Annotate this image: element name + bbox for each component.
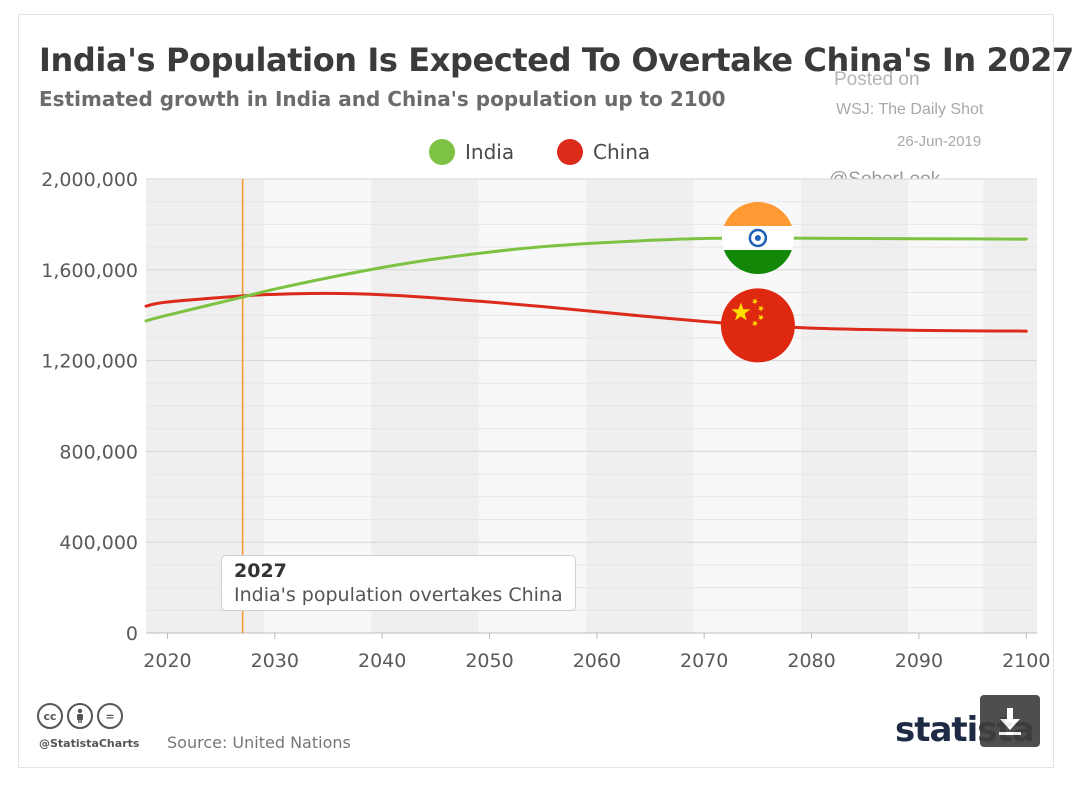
x-tick-label: 2050 <box>465 650 513 672</box>
by-icon[interactable] <box>67 703 93 729</box>
x-axis: 2020 2030 2040 2050 2060 2070 2080 2090 2100 <box>143 632 1050 672</box>
china-star-small <box>751 298 759 305</box>
y-tick-label: 400,000 <box>59 532 138 554</box>
china-star-large <box>731 302 751 321</box>
y-tick-label: 1,600,000 <box>41 260 138 282</box>
annotation-text: India's population overtakes China <box>234 584 563 606</box>
chart-card: India's Population Is Expected To Overta… <box>18 14 1074 768</box>
watermark-posted: Posted on <box>834 69 920 90</box>
y-axis-labels: 0 400,000 800,000 1,200,000 1,600,000 2,000,0… <box>41 169 138 645</box>
series-line-india <box>144 236 1028 323</box>
nd-icon[interactable]: = <box>97 703 123 729</box>
x-tick-label: 2100 <box>1002 650 1050 672</box>
legend-label-china: China <box>593 140 651 164</box>
china-flag-icon <box>720 288 795 363</box>
legend-item-india[interactable]: India <box>429 137 514 167</box>
cc-icon[interactable]: cc <box>37 703 63 729</box>
india-flag-icon <box>721 202 794 275</box>
download-icon <box>999 708 1021 735</box>
chart-subtitle: Estimated growth in India and China's po… <box>39 87 726 111</box>
series-lines <box>144 236 1028 333</box>
x-tick-label: 2030 <box>251 650 299 672</box>
x-tick-label: 2040 <box>358 650 406 672</box>
download-button[interactable] <box>980 695 1040 747</box>
legend-item-china[interactable]: China <box>557 137 650 167</box>
license-icons: cc = <box>37 703 123 729</box>
footer-handle[interactable]: @StatistaCharts <box>39 737 140 750</box>
y-tick-label: 1,200,000 <box>41 351 138 373</box>
ashoka-chakra <box>748 228 768 248</box>
legend-label-india: India <box>465 140 515 164</box>
china-star-small <box>757 314 765 321</box>
x-tick-label: 2020 <box>143 650 191 672</box>
x-tick-label: 2070 <box>680 650 728 672</box>
chart-legend: India China <box>19 137 1055 167</box>
y-tick-label: 0 <box>126 623 138 645</box>
y-tick-label: 800,000 <box>59 441 138 463</box>
series-line-china <box>144 291 1028 333</box>
x-tick-label: 2080 <box>787 650 835 672</box>
chart-title: India's Population Is Expected To Overta… <box>39 41 1074 79</box>
annotation-year: 2027 <box>234 560 287 582</box>
china-star-small <box>751 320 759 327</box>
china-star-small <box>757 305 765 312</box>
x-tick-label: 2060 <box>573 650 621 672</box>
grid-lines <box>146 178 1037 634</box>
annotation-callout: 2027 India's population overtakes China <box>221 555 576 611</box>
legend-swatch-india <box>429 139 455 165</box>
watermark-source: WSJ: The Daily Shot <box>836 101 984 118</box>
x-tick-label: 2090 <box>895 650 943 672</box>
legend-swatch-china <box>557 139 583 165</box>
y-tick-label: 2,000,000 <box>41 169 138 191</box>
footer-source: Source: United Nations <box>167 733 351 752</box>
watermark-date: 26-Jun-2019 <box>897 133 982 150</box>
